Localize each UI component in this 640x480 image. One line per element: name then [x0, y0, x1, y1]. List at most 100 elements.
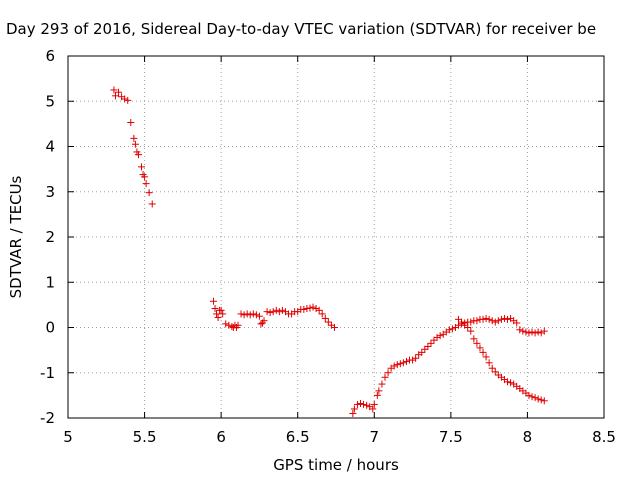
data-point: [445, 326, 453, 334]
data-point: [111, 92, 119, 100]
data-point: [384, 369, 392, 377]
data-point: [148, 200, 156, 208]
data-point: [531, 394, 539, 402]
y-tick-label: 5: [45, 92, 55, 110]
data-point: [353, 400, 361, 408]
x-tick-label: 7: [370, 428, 380, 446]
data-point: [249, 310, 257, 318]
data-point: [324, 318, 332, 326]
x-axis-label: GPS time / hours: [273, 456, 399, 474]
data-point: [519, 327, 527, 335]
y-axis-label: SDTVAR / TECUs: [7, 175, 25, 298]
data-point: [482, 314, 490, 322]
data-point: [528, 328, 536, 336]
data-point: [402, 357, 410, 365]
data-point: [312, 304, 320, 312]
data-point: [246, 311, 254, 319]
data-point: [424, 343, 432, 351]
data-point: [448, 325, 456, 333]
data-point: [234, 321, 242, 329]
data-point: [409, 356, 417, 364]
data-point: [213, 310, 221, 318]
data-point: [500, 314, 508, 322]
data-point: [306, 304, 314, 312]
grid-lines: [68, 56, 604, 418]
data-point: [482, 353, 490, 361]
data-point: [138, 163, 146, 171]
y-tick-label: 3: [45, 183, 55, 201]
data-point: [488, 364, 496, 372]
data-point: [222, 320, 230, 328]
data-point: [396, 360, 404, 368]
data-point: [470, 335, 478, 343]
data-point: [540, 327, 548, 335]
tick-labels: 5 5.5 6 6.5 7 7.5 8 8.5 -2 -1 0 1 2 3 4 5 6: [40, 47, 616, 446]
x-tick-label: 8.5: [592, 428, 616, 446]
data-point: [479, 315, 487, 323]
x-tick-label: 5: [63, 428, 73, 446]
data-point: [491, 318, 499, 326]
data-point: [537, 396, 545, 404]
data-point: [370, 400, 378, 408]
data-point: [134, 151, 142, 159]
data-point: [272, 306, 280, 314]
y-tick-label: 1: [45, 273, 55, 291]
data-point: [141, 173, 149, 181]
y-tick-label: 6: [45, 47, 55, 65]
data-point: [418, 348, 426, 356]
y-tick-label: -1: [40, 364, 55, 382]
data-point: [349, 409, 357, 417]
data-point: [228, 323, 236, 331]
data-point: [266, 309, 274, 317]
data-point: [467, 318, 475, 326]
data-point: [485, 315, 493, 323]
data-point: [360, 400, 368, 408]
data-point: [237, 310, 245, 318]
data-point: [127, 119, 135, 127]
data-point: [217, 306, 225, 314]
data-point: [145, 189, 153, 197]
data-point: [491, 368, 499, 376]
data-point: [537, 329, 545, 337]
x-tick-label: 6.5: [286, 428, 310, 446]
data-point: [131, 140, 139, 148]
data-point: [494, 317, 502, 325]
data-point: [516, 326, 524, 334]
chart-title: Day 293 of 2016, Sidereal Day-to-day VTE…: [6, 20, 596, 38]
data-point: [467, 327, 475, 335]
data-point: [464, 324, 472, 331]
data-point: [115, 88, 123, 96]
data-point: [393, 361, 401, 369]
data-point: [350, 405, 358, 413]
data-point: [485, 359, 493, 367]
data-point: [476, 344, 484, 352]
data-point: [504, 378, 512, 386]
data-points: [110, 86, 548, 417]
data-point: [399, 359, 407, 367]
y-tick-label: 2: [45, 228, 55, 246]
data-point: [278, 306, 286, 314]
data-point: [243, 310, 251, 318]
y-tick-label: 4: [45, 138, 55, 156]
data-point: [513, 319, 521, 327]
data-point: [455, 321, 463, 329]
data-point: [525, 329, 533, 337]
data-point: [381, 373, 389, 381]
data-point: [225, 321, 233, 329]
data-point: [369, 405, 377, 413]
data-point: [142, 180, 150, 188]
data-point: [318, 310, 326, 318]
x-tick-label: 5.5: [133, 428, 157, 446]
data-point: [373, 391, 381, 399]
data-point: [275, 308, 283, 316]
data-point: [269, 308, 277, 316]
data-point: [458, 318, 466, 326]
x-tick-label: 8: [523, 428, 533, 446]
axis-ticks: [67, 55, 605, 419]
data-point: [390, 362, 398, 370]
data-point: [209, 297, 217, 305]
data-point: [130, 134, 138, 142]
data-point: [497, 315, 505, 323]
data-point: [211, 304, 219, 312]
data-point: [540, 397, 548, 405]
